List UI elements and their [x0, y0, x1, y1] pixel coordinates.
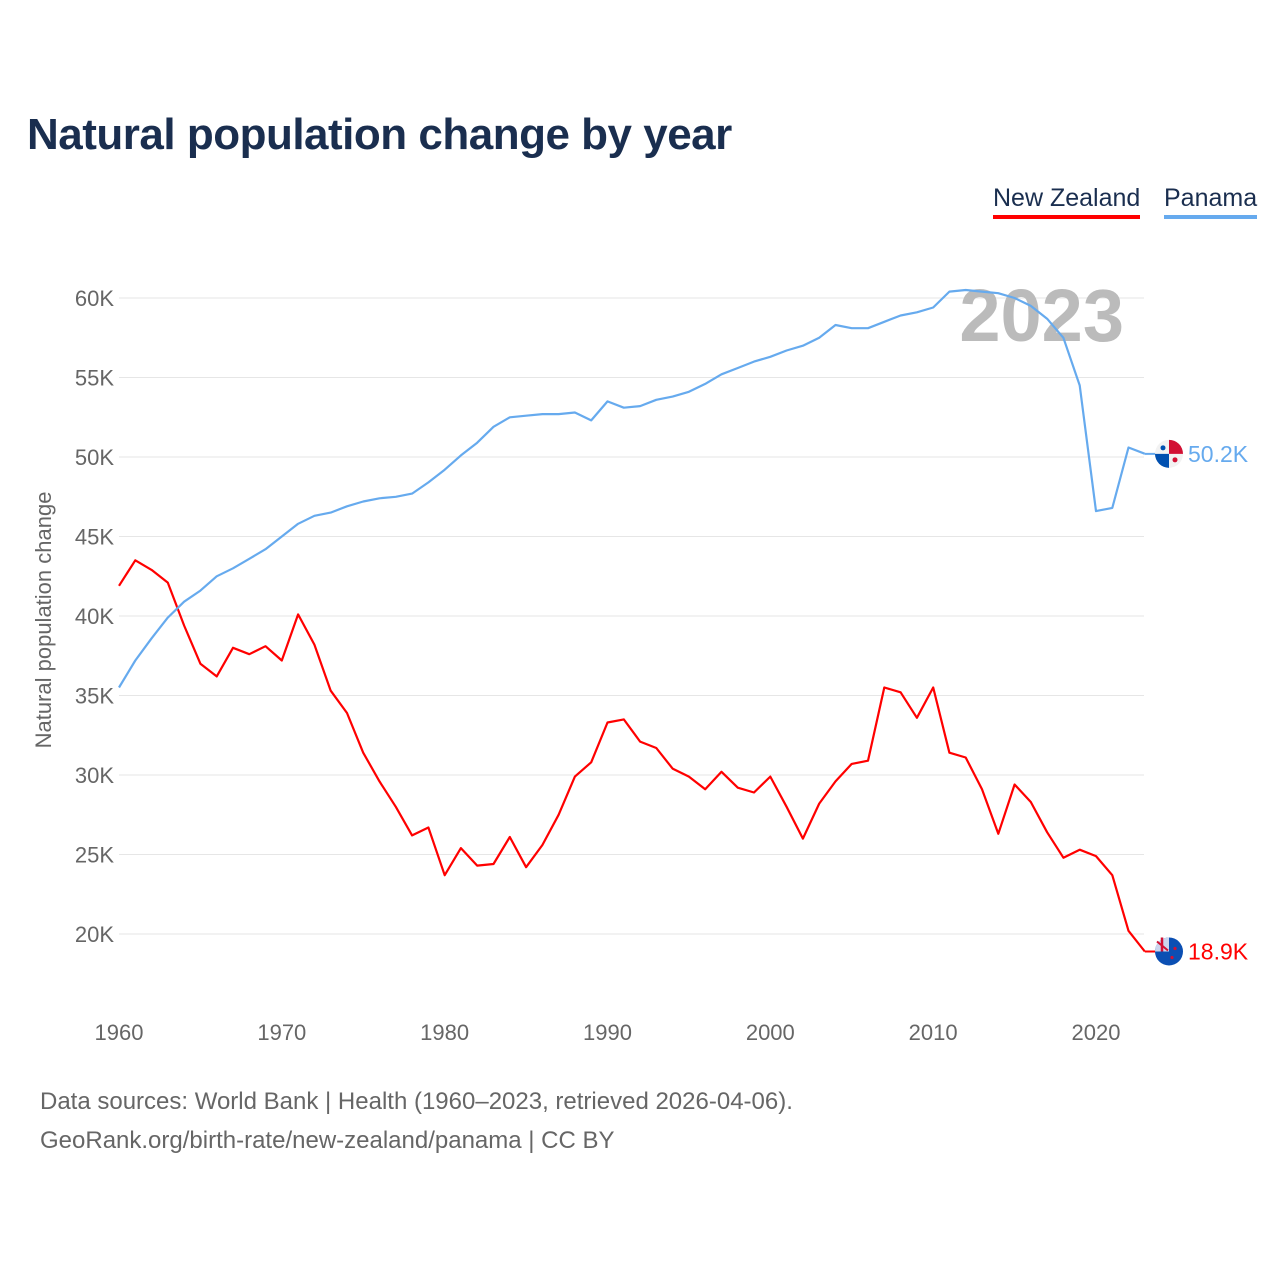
x-tick-label: 1970 — [257, 1020, 306, 1045]
footer-link[interactable]: GeoRank.org/birth-rate/new-zealand/panam… — [40, 1127, 615, 1154]
footer-sources: Data sources: World Bank | Health (1960–… — [40, 1088, 793, 1115]
y-tick-label: 25K — [75, 843, 114, 868]
x-tick-label: 1980 — [420, 1020, 469, 1045]
legend-panama[interactable]: Panama — [1164, 184, 1258, 219]
end-value-label: 18.9K — [1188, 938, 1249, 964]
y-tick-label: 55K — [75, 366, 114, 391]
y-tick-label: 40K — [75, 604, 114, 629]
y-tick-label: 20K — [75, 922, 114, 947]
series-line-panama[interactable] — [118, 288, 1146, 689]
y-tick-label: 30K — [75, 763, 114, 788]
x-tick-label: 2000 — [746, 1020, 795, 1045]
chart-title: Natural population change by year — [27, 110, 732, 159]
x-tick-label: 1960 — [95, 1020, 144, 1045]
y-tick-label: 45K — [75, 525, 114, 550]
x-tick-label: 1990 — [583, 1020, 632, 1045]
end-value-label: 50.2K — [1188, 441, 1249, 467]
x-tick-label: 2010 — [909, 1020, 958, 1045]
new-zealand-flag-icon — [1155, 937, 1183, 966]
x-tick-label: 2020 — [1072, 1020, 1121, 1045]
y-axis-label: Natural population change — [31, 492, 56, 749]
y-tick-label: 60K — [75, 286, 114, 311]
series-line-new-zealand[interactable] — [118, 559, 1146, 953]
y-tick-label: 50K — [75, 445, 114, 470]
y-tick-label: 35K — [75, 684, 114, 709]
line-chart: 20K 25K 30K 35K 40K 45K 50K 55K 60K 1960 1970 1980 1… — [31, 274, 1249, 1045]
legend-new-zealand[interactable]: New Zealand — [993, 184, 1141, 219]
panama-flag-icon — [1155, 439, 1183, 468]
